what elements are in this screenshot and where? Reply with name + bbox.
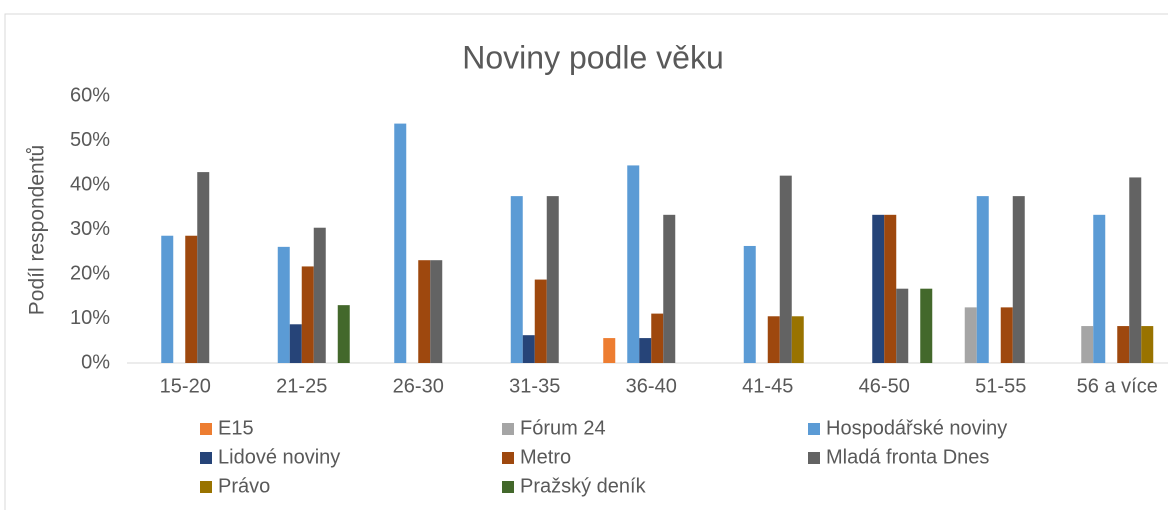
bar — [1093, 214, 1106, 363]
bar — [779, 175, 792, 363]
legend-label: Fórum 24 — [520, 417, 606, 439]
y-axis-label: Podíl respondentů — [26, 145, 49, 315]
x-tick-label: 36-40 — [626, 375, 677, 397]
bar — [627, 165, 640, 363]
y-tick-label: 30% — [70, 218, 110, 240]
bar — [767, 316, 780, 363]
bar — [534, 279, 547, 363]
bar — [522, 335, 535, 363]
y-tick-label: 10% — [70, 307, 110, 329]
bar — [510, 196, 523, 363]
legend-swatch — [200, 481, 212, 493]
legend-swatch — [502, 452, 514, 464]
legend-label: Lidové noviny — [218, 446, 340, 468]
x-tick-label: 15-20 — [160, 375, 211, 397]
chart-title: Noviny podle věku — [462, 39, 723, 75]
bar — [743, 245, 756, 363]
bar — [1000, 307, 1013, 363]
legend-label: Právo — [218, 475, 270, 497]
bar — [301, 266, 314, 363]
legend-label: Hospodářské noviny — [826, 417, 1007, 439]
bar — [964, 307, 977, 363]
bar — [1129, 177, 1142, 363]
x-tick-label: 41-45 — [742, 375, 793, 397]
bar — [277, 246, 290, 363]
legend-swatch — [502, 423, 514, 435]
bar — [651, 313, 664, 363]
bar — [313, 227, 326, 363]
y-tick-label: 40% — [70, 173, 110, 195]
legend-swatch — [808, 423, 820, 435]
legend-label: Pražský deník — [520, 475, 647, 497]
bar — [976, 196, 989, 363]
bar — [663, 214, 676, 363]
legend-swatch — [200, 452, 212, 464]
bar — [1141, 326, 1154, 363]
bar — [1012, 196, 1025, 363]
bar — [161, 235, 174, 363]
x-tick-label: 31-35 — [509, 375, 560, 397]
x-tick-label: 56 a více — [1077, 375, 1158, 397]
legend-label: Mladá fronta Dnes — [826, 446, 989, 468]
legend-label: E15 — [218, 417, 254, 439]
bar — [884, 214, 897, 363]
legend-swatch — [808, 452, 820, 464]
y-tick-label: 50% — [70, 129, 110, 151]
x-tick-label: 21-25 — [276, 375, 327, 397]
bar — [546, 196, 559, 363]
x-tick-label: 46-50 — [859, 375, 910, 397]
bar — [185, 235, 198, 363]
y-tick-label: 0% — [81, 351, 110, 373]
bar — [639, 338, 652, 363]
legend-swatch — [502, 481, 514, 493]
y-tick-label: 20% — [70, 262, 110, 284]
bar — [1081, 326, 1094, 363]
bar — [791, 316, 804, 363]
bar — [289, 324, 302, 363]
bar — [430, 260, 443, 363]
bar — [872, 214, 885, 363]
bar — [394, 123, 407, 363]
x-tick-label: 51-55 — [975, 375, 1026, 397]
bar — [920, 288, 933, 363]
bar — [1117, 326, 1130, 363]
legend-label: Metro — [520, 446, 571, 468]
x-tick-label: 26-30 — [393, 375, 444, 397]
bar — [337, 305, 350, 363]
legend-swatch — [200, 423, 212, 435]
bar — [197, 172, 210, 363]
bar — [603, 338, 616, 363]
y-tick-label: 60% — [70, 84, 110, 106]
bar — [418, 260, 431, 363]
bar — [896, 288, 909, 363]
